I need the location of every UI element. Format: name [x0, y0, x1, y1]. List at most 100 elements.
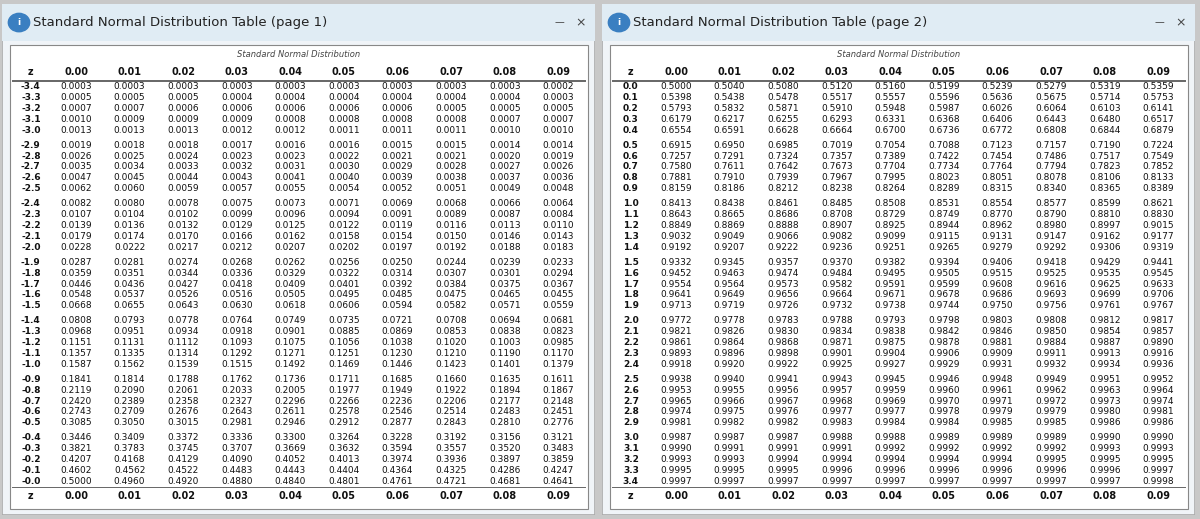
Text: 0.0004: 0.0004: [436, 93, 467, 102]
Text: 0.9979: 0.9979: [982, 407, 1013, 416]
Text: 0.0016: 0.0016: [275, 141, 306, 149]
Text: 0.6879: 0.6879: [1142, 126, 1174, 135]
Text: 0.9982: 0.9982: [714, 418, 745, 427]
Text: 0.9961: 0.9961: [982, 386, 1013, 394]
Text: 0.2005: 0.2005: [275, 386, 306, 394]
Text: 0.0655: 0.0655: [114, 302, 145, 310]
Text: 0.9987: 0.9987: [660, 433, 692, 442]
Text: 2.4: 2.4: [623, 360, 638, 369]
Text: 0.0021: 0.0021: [436, 152, 467, 160]
Text: 0.0006: 0.0006: [328, 104, 360, 113]
Text: 0.0643: 0.0643: [168, 302, 199, 310]
Text: 0.9750: 0.9750: [982, 302, 1013, 310]
Text: 0.02: 0.02: [172, 491, 196, 501]
Text: 0.4129: 0.4129: [168, 455, 199, 464]
Text: 0.0071: 0.0071: [328, 199, 360, 208]
Text: 0.7454: 0.7454: [982, 152, 1013, 160]
Text: 0.3936: 0.3936: [436, 455, 467, 464]
Text: -2.6: -2.6: [22, 173, 41, 182]
Text: 0.3707: 0.3707: [221, 444, 253, 453]
Text: 0.9992: 0.9992: [875, 444, 906, 453]
Text: 0.9971: 0.9971: [982, 397, 1013, 405]
Text: 0.0003: 0.0003: [488, 82, 521, 91]
Text: 0.0019: 0.0019: [60, 141, 92, 149]
Text: z: z: [628, 491, 634, 501]
Text: 0.0008: 0.0008: [275, 115, 306, 124]
Text: 0.2119: 0.2119: [60, 386, 91, 394]
Text: 0.9951: 0.9951: [1088, 375, 1121, 384]
Text: 0.4801: 0.4801: [329, 477, 360, 486]
Text: 0.5987: 0.5987: [928, 104, 960, 113]
Text: 0.9834: 0.9834: [821, 327, 852, 336]
Text: 0.9994: 0.9994: [875, 455, 906, 464]
Text: 0.1112: 0.1112: [168, 338, 199, 347]
Text: 0.0078: 0.0078: [167, 199, 199, 208]
Text: 0.7422: 0.7422: [929, 152, 960, 160]
Text: 0.3: 0.3: [623, 115, 638, 124]
Text: 0.0694: 0.0694: [488, 316, 521, 325]
FancyBboxPatch shape: [610, 45, 1188, 509]
Text: 0.9032: 0.9032: [660, 232, 691, 241]
Text: 0.8315: 0.8315: [982, 184, 1013, 193]
Text: -2.4: -2.4: [20, 199, 41, 208]
Text: 0.8944: 0.8944: [929, 221, 960, 230]
Text: 0.0032: 0.0032: [221, 162, 252, 171]
Text: 0.0582: 0.0582: [436, 302, 467, 310]
Text: 0.9: 0.9: [623, 184, 638, 193]
Text: 1.8: 1.8: [623, 291, 638, 299]
Text: 0.7517: 0.7517: [1088, 152, 1121, 160]
Text: 0.1867: 0.1867: [542, 386, 574, 394]
Text: 0.9945: 0.9945: [875, 375, 906, 384]
Text: 0.0256: 0.0256: [329, 258, 360, 267]
Text: 0.2709: 0.2709: [114, 407, 145, 416]
Text: 0.09: 0.09: [546, 66, 570, 77]
Text: 0.0322: 0.0322: [329, 269, 360, 278]
Text: 0.9984: 0.9984: [875, 418, 906, 427]
Text: 0.0006: 0.0006: [275, 104, 306, 113]
Text: 0.4090: 0.4090: [221, 455, 252, 464]
Text: 0.0012: 0.0012: [221, 126, 252, 135]
Text: 0.2148: 0.2148: [542, 397, 574, 405]
Text: 0.9988: 0.9988: [875, 433, 906, 442]
Text: 0.9871: 0.9871: [821, 338, 853, 347]
Text: 0.3594: 0.3594: [382, 444, 413, 453]
Text: 0.4840: 0.4840: [275, 477, 306, 486]
Text: 0.9963: 0.9963: [1088, 386, 1121, 394]
Text: 0.0436: 0.0436: [114, 280, 145, 289]
Text: 0.0003: 0.0003: [436, 82, 467, 91]
Text: 0.0239: 0.0239: [488, 258, 521, 267]
Text: 0.4364: 0.4364: [382, 466, 413, 475]
Text: 0.1660: 0.1660: [436, 375, 467, 384]
Text: 0.9955: 0.9955: [714, 386, 745, 394]
Text: 2.6: 2.6: [623, 386, 638, 394]
Text: 0.02: 0.02: [172, 66, 196, 77]
Text: 0.1190: 0.1190: [488, 349, 521, 358]
Text: 0.8770: 0.8770: [982, 210, 1013, 219]
Text: 0.5753: 0.5753: [1142, 93, 1174, 102]
Text: 0.7549: 0.7549: [1142, 152, 1174, 160]
Text: 0.9868: 0.9868: [767, 338, 799, 347]
Text: -1.0: -1.0: [22, 360, 41, 369]
Text: 0.7642: 0.7642: [768, 162, 799, 171]
Text: 0.9418: 0.9418: [1036, 258, 1067, 267]
Text: 0.0384: 0.0384: [436, 280, 467, 289]
Text: 1.7: 1.7: [623, 280, 638, 289]
Text: 0.7939: 0.7939: [767, 173, 799, 182]
Text: 0.0495: 0.0495: [329, 291, 360, 299]
Text: 0.9474: 0.9474: [768, 269, 799, 278]
Text: 0.0179: 0.0179: [60, 232, 92, 241]
Text: 0.04: 0.04: [278, 491, 302, 501]
Text: 0.9986: 0.9986: [1142, 418, 1174, 427]
Text: 0.6026: 0.6026: [982, 104, 1013, 113]
Text: 0.07: 0.07: [1039, 491, 1063, 501]
Text: 0.1949: 0.1949: [382, 386, 413, 394]
Text: 0.9997: 0.9997: [982, 477, 1013, 486]
Text: 0.9929: 0.9929: [929, 360, 960, 369]
FancyBboxPatch shape: [10, 45, 588, 509]
Text: 0.0885: 0.0885: [328, 327, 360, 336]
Text: 0.7995: 0.7995: [875, 173, 906, 182]
Text: 2.7: 2.7: [623, 397, 638, 405]
Text: 0.8508: 0.8508: [875, 199, 906, 208]
Text: 0.9573: 0.9573: [767, 280, 799, 289]
Text: 0.9147: 0.9147: [1036, 232, 1067, 241]
